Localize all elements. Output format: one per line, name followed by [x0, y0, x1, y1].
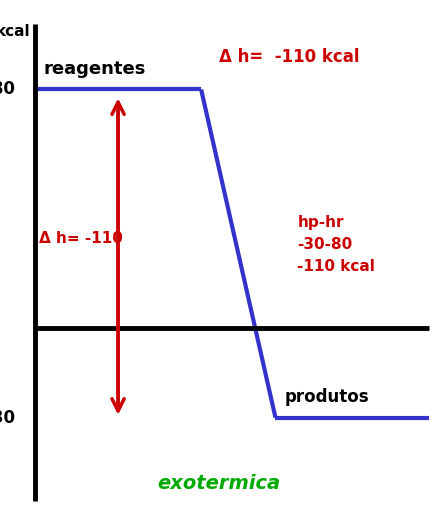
Text: Δ h=  -110 kcal: Δ h= -110 kcal — [219, 48, 359, 66]
Text: +80: +80 — [0, 80, 15, 99]
Text: produtos: produtos — [284, 388, 369, 406]
Text: reagentes: reagentes — [44, 60, 146, 78]
Text: exotermica: exotermica — [157, 474, 280, 493]
Text: hp-hr
-30-80
-110 kcal: hp-hr -30-80 -110 kcal — [297, 215, 375, 274]
Text: kcal: kcal — [0, 24, 30, 39]
Text: -30: -30 — [0, 409, 15, 426]
Text: Δ h= -110: Δ h= -110 — [39, 231, 123, 246]
